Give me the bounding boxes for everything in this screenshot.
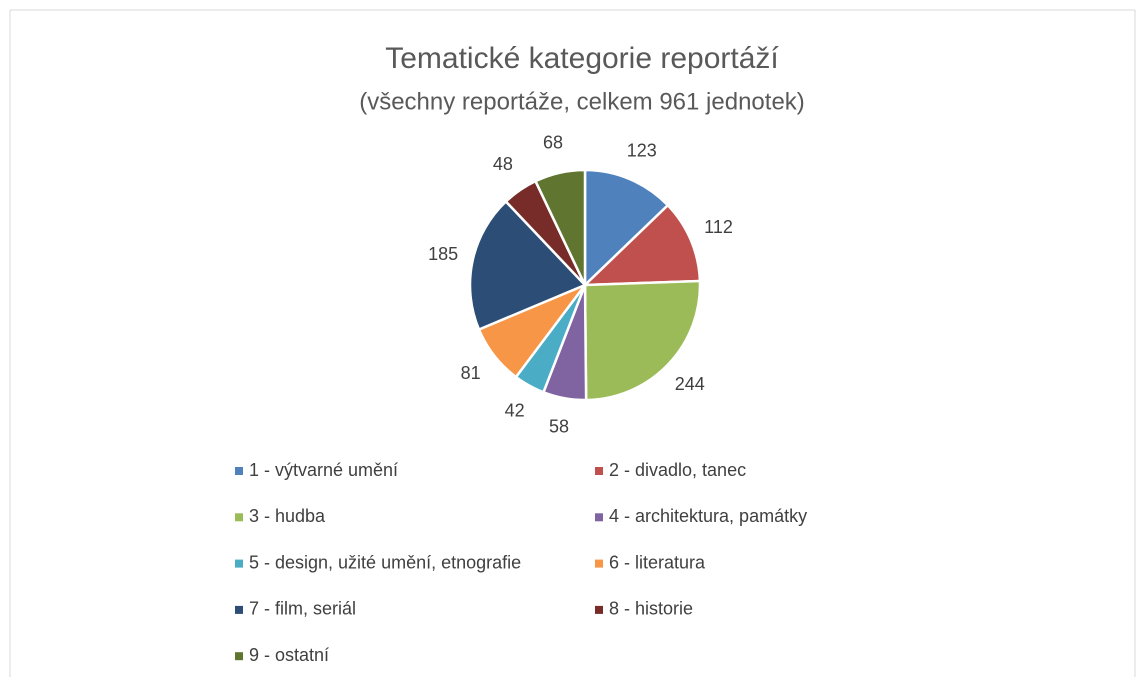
legend-swatch bbox=[235, 559, 243, 568]
data-label: 58 bbox=[549, 416, 569, 436]
legend-swatch bbox=[595, 467, 603, 475]
legend-swatch bbox=[235, 513, 243, 522]
data-label: 123 bbox=[627, 140, 657, 160]
legend-label: 1 - výtvarné umění bbox=[249, 460, 398, 480]
legend-swatch bbox=[595, 559, 603, 568]
pie-slice bbox=[533, 168, 587, 286]
data-label: 48 bbox=[493, 154, 513, 174]
data-label: 244 bbox=[675, 374, 705, 394]
pie-slice bbox=[468, 199, 588, 332]
data-label: 185 bbox=[428, 244, 458, 264]
legend-swatch bbox=[235, 652, 243, 661]
data-label: 112 bbox=[704, 217, 733, 237]
pie-slice bbox=[583, 279, 702, 402]
legend-label: 5 - design, užité umění, etnografie bbox=[249, 552, 521, 572]
chart-title: Tematické kategorie reportáží bbox=[385, 42, 779, 75]
legend-label: 6 - literatura bbox=[609, 552, 706, 572]
pie-slice bbox=[581, 203, 702, 287]
legend-label: 2 - divadlo, tanec bbox=[609, 460, 746, 480]
legend-swatch bbox=[595, 513, 603, 522]
legend-swatch bbox=[235, 605, 243, 614]
data-label: 42 bbox=[505, 401, 525, 421]
legend-label: 3 - hudba bbox=[249, 506, 326, 526]
data-label: 68 bbox=[543, 132, 563, 152]
legend-swatch bbox=[595, 605, 603, 614]
legend-label: 8 - historie bbox=[609, 599, 693, 619]
legend-label: 4 - architektura, památky bbox=[609, 506, 807, 526]
pie-slice bbox=[583, 168, 670, 288]
data-label: 81 bbox=[461, 363, 481, 383]
legend-swatch bbox=[235, 467, 243, 475]
legend-label: 7 - film, seriál bbox=[249, 599, 356, 619]
chart-subtitle: (všechny reportáže, celkem 961 jednotek) bbox=[359, 88, 805, 115]
legend-label: 9 - ostatní bbox=[249, 645, 329, 665]
